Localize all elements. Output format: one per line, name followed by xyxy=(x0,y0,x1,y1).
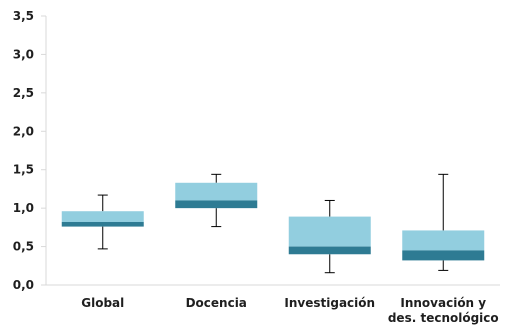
box-1 xyxy=(61,194,144,250)
category-label-line: Global xyxy=(81,296,124,310)
y-tick-label: 3,5 xyxy=(13,9,34,23)
y-tick-label: 2,5 xyxy=(13,86,34,100)
lower-box xyxy=(402,250,485,261)
y-tick-label: 2,0 xyxy=(13,124,34,138)
category-label: Docencia xyxy=(186,296,247,310)
boxes xyxy=(61,173,485,274)
category-label-line: des. tecnológico xyxy=(388,311,499,325)
lower-box xyxy=(175,200,258,209)
upper-box xyxy=(61,211,144,222)
upper-box xyxy=(175,182,258,201)
y-axis: 0,0 0,5 1,0 1,5 2,0 2,5 3,0 3,5 xyxy=(13,9,46,292)
lower-box xyxy=(61,221,144,227)
upper-box xyxy=(288,216,371,247)
plot-frame xyxy=(45,16,500,286)
category-label: Investigación xyxy=(284,296,375,310)
box-3 xyxy=(288,199,371,274)
category-label: Innovación y des. tecnológico xyxy=(388,296,499,325)
upper-box xyxy=(402,230,485,251)
y-tick-label: 0,5 xyxy=(13,240,34,254)
box-4 xyxy=(402,173,485,271)
y-tick-label: 1,5 xyxy=(13,163,34,177)
category-label-line: Docencia xyxy=(186,296,247,310)
category-label-line: Investigación xyxy=(284,296,375,310)
category-label-line: Innovación y xyxy=(400,296,486,310)
lower-box xyxy=(288,246,371,255)
box-2 xyxy=(175,173,258,228)
y-tick-label: 3,0 xyxy=(13,47,34,61)
y-tick-label: 0,0 xyxy=(13,278,34,292)
y-tick-label: 1,0 xyxy=(13,201,34,215)
category-label: Global xyxy=(81,296,124,310)
